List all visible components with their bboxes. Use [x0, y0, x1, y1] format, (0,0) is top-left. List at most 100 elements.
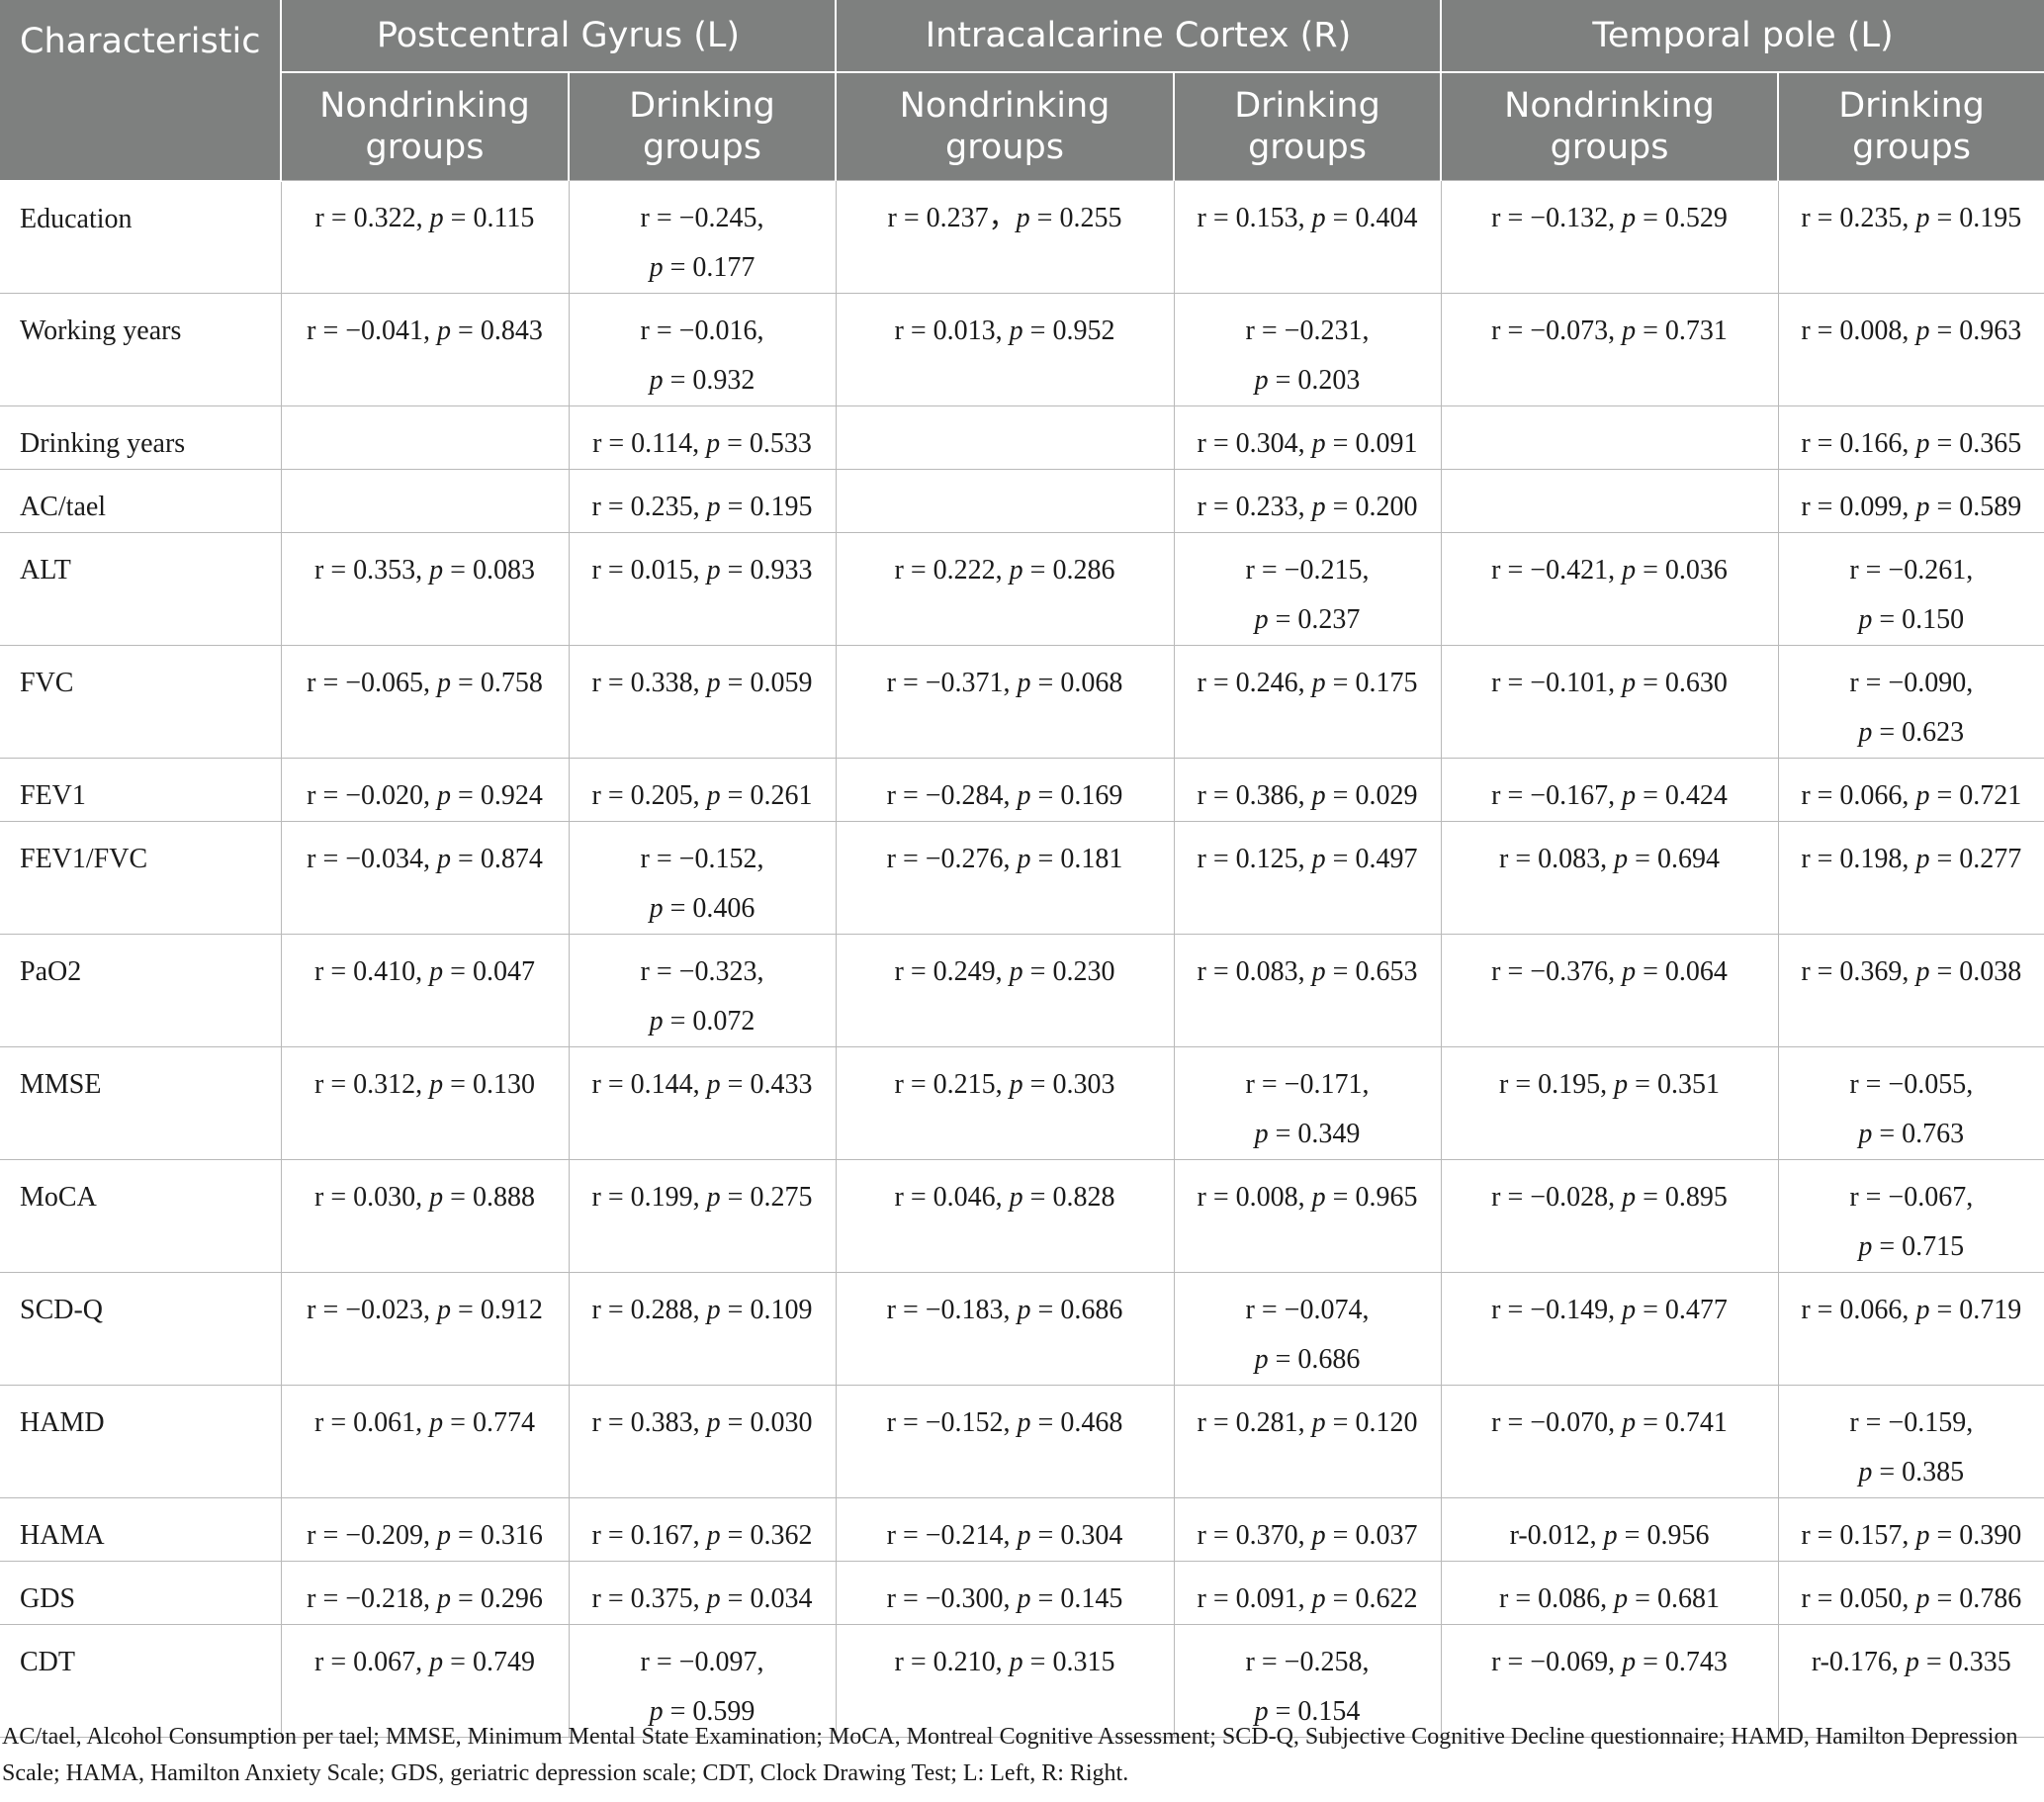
table-row: FEV1 r = −0.020, p = 0.924 r = 0.205, p = …: [0, 758, 2044, 822]
cell-second-line: p = 0.763: [1785, 1110, 2039, 1159]
cell-r-text: r = 0.370,: [1197, 1520, 1312, 1551]
table-cell: [835, 469, 1175, 533]
cell-p-value: = 0.145: [1030, 1583, 1123, 1614]
cell-r-text: r = −0.215,: [1245, 555, 1370, 586]
table-cell: r = 0.067, p = 0.749: [280, 1624, 570, 1738]
table-cell: r = 0.153, p = 0.404: [1173, 180, 1442, 294]
cell-r-text: r = −0.074,: [1245, 1295, 1370, 1325]
cell-r-text: r = 0.144,: [591, 1069, 707, 1100]
cell-p-value: = 0.385: [1872, 1457, 1965, 1487]
cell-r-text: r = 0.237，: [887, 203, 1017, 233]
cell-r-text: r = −0.070,: [1491, 1407, 1623, 1438]
cell-p-symbol: p: [1905, 1647, 1919, 1677]
cell-p-value: = 0.589: [1929, 492, 2022, 522]
cell-p-value: = 0.694: [1628, 844, 1720, 874]
table-cell: r = 0.369, p = 0.038: [1777, 934, 2044, 1047]
cell-p-value: = 0.406: [663, 893, 755, 924]
table-cell: r = 0.086, p = 0.681: [1440, 1561, 1779, 1625]
cell-p-value: = 0.497: [1325, 844, 1418, 874]
table-cell: r = 0.222, p = 0.286: [835, 532, 1175, 646]
cell-p-value: = 0.622: [1325, 1583, 1418, 1614]
cell-p-value: = 0.029: [1325, 780, 1418, 811]
cell-p-symbol: p: [1311, 1583, 1326, 1614]
cell-r-text: r = −0.276,: [886, 844, 1018, 874]
cell-r-text: r = 0.338,: [591, 668, 707, 698]
cell-p-value: = 0.315: [1022, 1647, 1115, 1677]
table-body: Education r = 0.322, p = 0.115 r = −0.245,…: [0, 180, 2044, 1738]
header-region-temporal: Temporal pole (L): [1440, 0, 2044, 73]
cell-p-value: = 0.686: [1268, 1344, 1361, 1375]
cell-r-text: r-0.176,: [1811, 1647, 1906, 1677]
cell-p-symbol: p: [1016, 203, 1030, 233]
cell-p-value: = 0.175: [1325, 668, 1418, 698]
cell-p-value: = 0.195: [1929, 203, 2022, 233]
cell-r-text: r = 0.061,: [314, 1407, 430, 1438]
table-cell: r = −0.069, p = 0.743: [1440, 1624, 1779, 1738]
cell-p-value: = 0.533: [720, 428, 812, 459]
cell-p-value: = 0.468: [1030, 1407, 1123, 1438]
cell-p-symbol: p: [1915, 1295, 1930, 1325]
cell-p-symbol: p: [1915, 956, 1930, 987]
cell-p-value: = 0.653: [1325, 956, 1418, 987]
cell-second-line: p = 0.599: [576, 1687, 830, 1737]
cell-p-symbol: p: [1254, 1119, 1269, 1149]
table-cell: r = −0.074, p = 0.686: [1173, 1272, 1442, 1386]
cell-p-value: = 0.203: [1268, 365, 1361, 396]
cell-r-text: r = −0.034,: [307, 844, 438, 874]
cell-p-symbol: p: [1311, 1407, 1326, 1438]
cell-p-value: = 0.200: [1325, 492, 1418, 522]
cell-p-symbol: p: [1915, 428, 1930, 459]
cell-r-text: r = −0.214,: [886, 1520, 1018, 1551]
cell-p-symbol: p: [437, 844, 452, 874]
table-cell: r = −0.070, p = 0.741: [1440, 1385, 1779, 1498]
row-label: FEV1/FVC: [0, 821, 282, 935]
cell-p-symbol: p: [1915, 492, 1930, 522]
cell-r-text: r = −0.055,: [1849, 1069, 1974, 1100]
table-cell: r = 0.410, p = 0.047: [280, 934, 570, 1047]
cell-p-value: = 0.404: [1325, 203, 1418, 233]
row-label: Working years: [0, 293, 282, 406]
cell-p-symbol: p: [1622, 203, 1637, 233]
cell-r-text: r = −0.300,: [886, 1583, 1018, 1614]
cell-p-symbol: p: [649, 1696, 664, 1727]
cell-r-text: r = 0.066,: [1801, 780, 1916, 811]
cell-r-text: r = −0.090,: [1849, 668, 1974, 698]
table-cell: r = 0.370, p = 0.037: [1173, 1497, 1442, 1562]
cell-p-symbol: p: [1311, 492, 1326, 522]
cell-r-text: r = 0.198,: [1801, 844, 1916, 874]
cell-p-value: = 0.150: [1872, 604, 1965, 635]
cell-p-value: = 0.109: [720, 1295, 813, 1325]
cell-p-value: = 0.277: [1929, 844, 2022, 874]
cell-p-symbol: p: [1622, 555, 1637, 586]
header-region-postcentral: Postcentral Gyrus (L): [280, 0, 837, 73]
table-cell: r = −0.034, p = 0.874: [280, 821, 570, 935]
table-cell: r = −0.028, p = 0.895: [1440, 1159, 1779, 1273]
table-cell: r = 0.312, p = 0.130: [280, 1046, 570, 1160]
table-cell: r = 0.322, p = 0.115: [280, 180, 570, 294]
cell-r-text: r = 0.086,: [1499, 1583, 1615, 1614]
cell-p-symbol: p: [437, 780, 452, 811]
cell-r-text: r = −0.152,: [886, 1407, 1018, 1438]
cell-r-text: r = −0.097,: [640, 1647, 764, 1677]
cell-r-text: r = 0.281,: [1197, 1407, 1312, 1438]
cell-p-value: = 0.741: [1636, 1407, 1728, 1438]
cell-p-value: = 0.230: [1022, 956, 1115, 987]
cell-second-line: p = 0.203: [1181, 356, 1435, 405]
table-cell: r = 0.167, p = 0.362: [568, 1497, 837, 1562]
table-cell: r = 0.114, p = 0.533: [568, 405, 837, 470]
table-cell: r-0.012, p = 0.956: [1440, 1497, 1779, 1562]
cell-p-value: = 0.316: [451, 1520, 543, 1551]
table-row: PaO2 r = 0.410, p = 0.047 r = −0.323, p = 0…: [0, 934, 2044, 1047]
table-row: FVC r = −0.065, p = 0.758 r = 0.338, p = 0…: [0, 645, 2044, 759]
cell-r-text: r = 0.083,: [1197, 956, 1312, 987]
cell-r-text: r = −0.284,: [886, 780, 1018, 811]
table-cell: r = 0.144, p = 0.433: [568, 1046, 837, 1160]
table-cell: r = 0.235, p = 0.195: [568, 469, 837, 533]
cell-r-text: r = 0.099,: [1801, 492, 1916, 522]
table-cell: r = −0.371, p = 0.068: [835, 645, 1175, 759]
cell-p-symbol: p: [1017, 668, 1031, 698]
cell-r-text: r = 0.008,: [1197, 1182, 1312, 1213]
cell-p-value: = 0.424: [1636, 780, 1728, 811]
table-cell: r = −0.214, p = 0.304: [835, 1497, 1175, 1562]
row-label: HAMD: [0, 1385, 282, 1498]
